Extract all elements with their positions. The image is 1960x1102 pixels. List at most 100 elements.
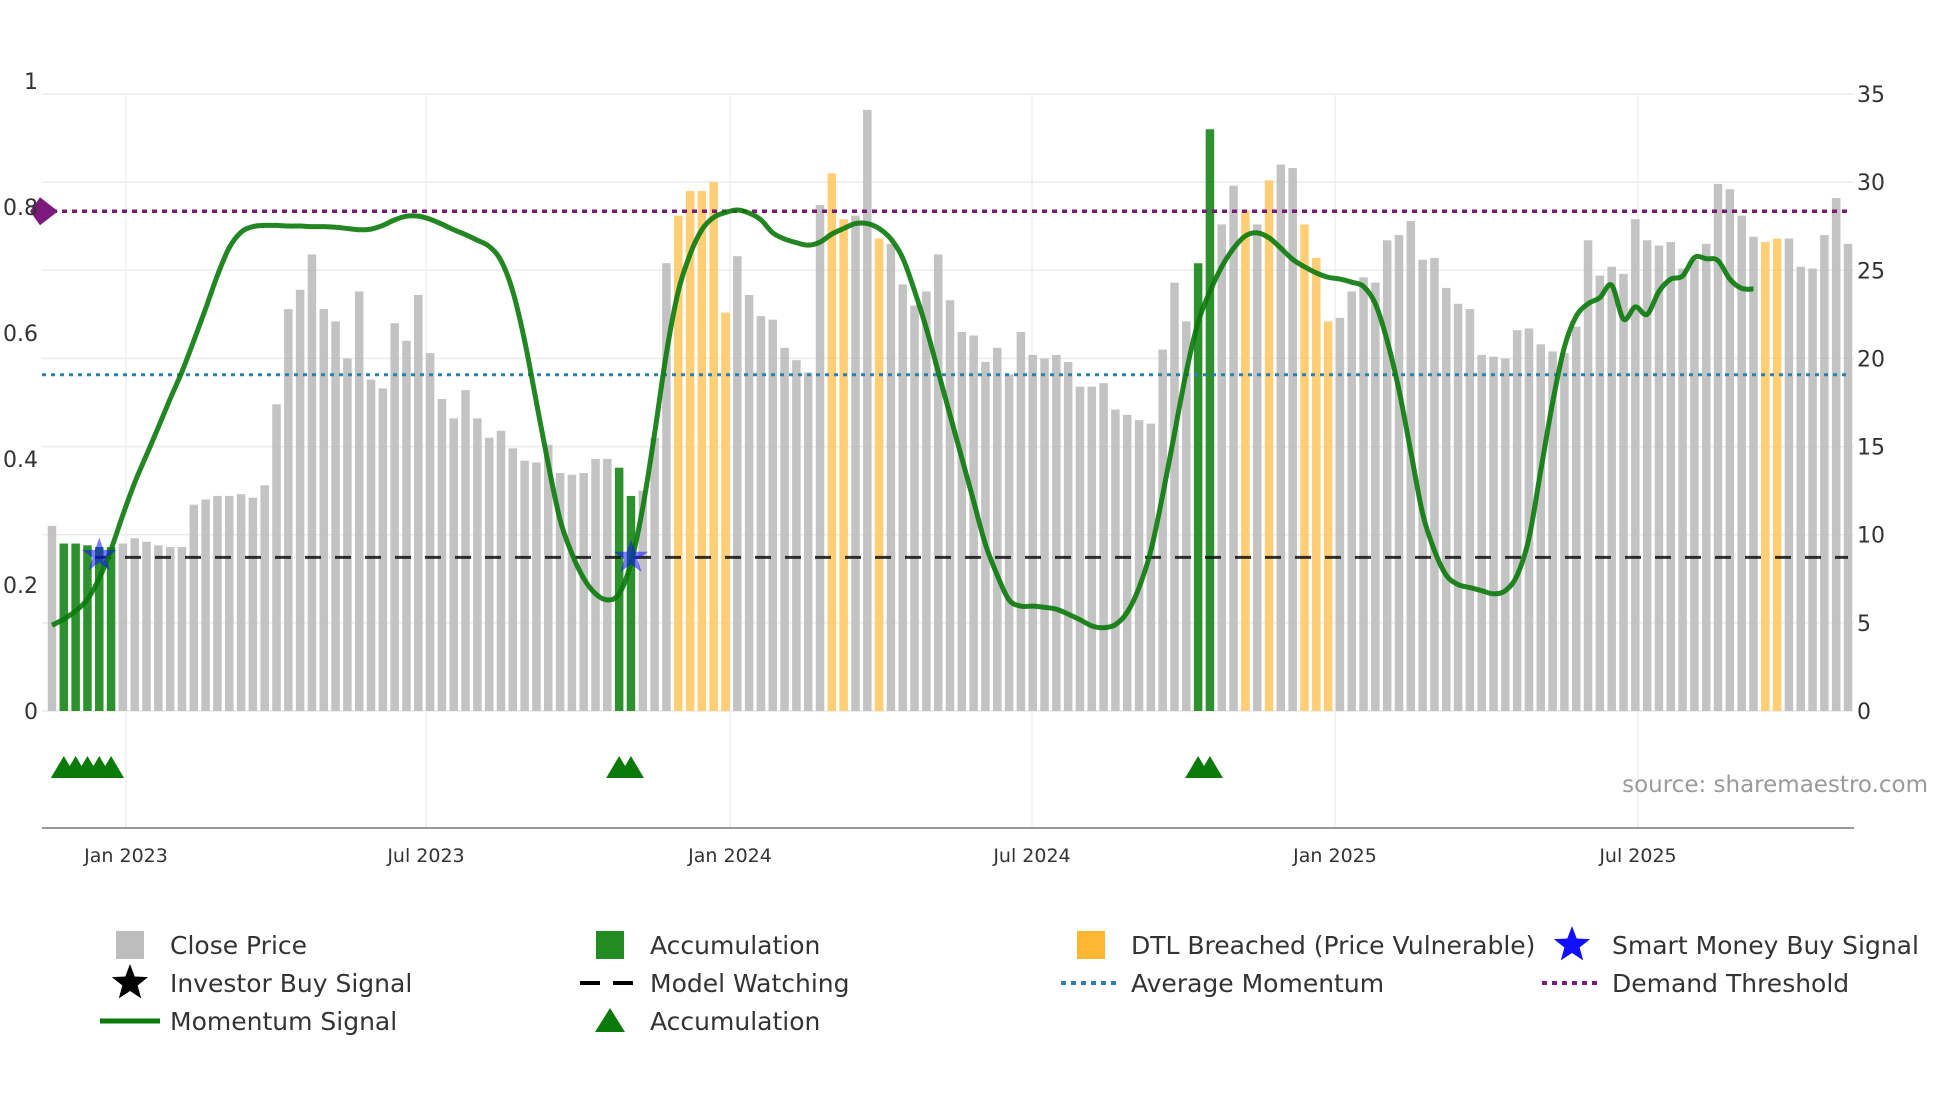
accumulation-bar — [59, 543, 69, 711]
momentum-signal-line — [50, 207, 1754, 631]
right-tick-label: 20 — [1857, 347, 1885, 372]
orange-square-icon — [1077, 931, 1105, 959]
close-price-bar — [579, 473, 588, 711]
close-price-bar — [851, 215, 860, 711]
blue-star-icon — [1553, 926, 1591, 961]
close-price-bar — [898, 284, 907, 711]
legend-item: DTL Breached (Price Vulnerable) — [1077, 931, 1535, 960]
legend-item: Investor Buy Signal — [111, 964, 412, 999]
close-price-bar — [1631, 219, 1640, 712]
x-tick-label: Jul 2025 — [1598, 845, 1676, 867]
close-price-bar — [437, 398, 447, 711]
accumulation-bar — [1205, 129, 1215, 711]
accumulation-triangle-icon — [617, 756, 644, 778]
close-price-bar — [1489, 356, 1498, 711]
close-price-bar — [1394, 235, 1404, 711]
close-price-bar — [165, 547, 175, 711]
close-price-bar — [1536, 344, 1546, 711]
dtl-breached-bar — [839, 219, 848, 712]
close-price-bar — [484, 437, 494, 711]
dtl-breached-bar — [709, 182, 718, 712]
accumulation-bar — [71, 543, 80, 711]
close-price-bar — [744, 294, 754, 711]
smart-money-star-icon — [613, 539, 649, 572]
close-price-bar — [591, 458, 600, 711]
dtl-breached-bar — [1312, 257, 1321, 711]
green-square-icon — [596, 931, 624, 959]
legend-label: Accumulation — [650, 931, 820, 960]
accumulation-triangle-icon — [98, 756, 125, 778]
close-price-bar — [473, 418, 482, 711]
accumulation-triangle-icon — [1196, 756, 1223, 778]
legend-item: Accumulation — [595, 1007, 820, 1036]
close-price-bar — [945, 300, 955, 711]
gray-square-icon — [116, 931, 144, 959]
x-tick-label: Jan 2025 — [1292, 845, 1377, 867]
legend-item: Accumulation — [596, 931, 820, 960]
close-price-bar — [1182, 321, 1191, 711]
close-price-bar — [461, 390, 470, 711]
close-price-bar — [284, 309, 293, 711]
legend-label: Model Watching — [650, 969, 850, 998]
legend-label: Momentum Signal — [170, 1007, 397, 1036]
legend-label: Close Price — [170, 931, 307, 960]
close-price-bar — [1111, 409, 1120, 711]
close-price-bar — [1512, 330, 1522, 711]
close-price-bar — [319, 309, 329, 711]
close-price-bar — [1217, 224, 1227, 712]
close-price-bar — [1099, 383, 1108, 711]
right-tick-label: 35 — [1857, 83, 1885, 108]
close-price-bar — [1335, 317, 1345, 711]
close-price-bar — [1820, 235, 1829, 711]
close-price-bar — [130, 538, 139, 711]
close-price-bar — [189, 504, 199, 711]
left-tick-label: 0.6 — [3, 322, 38, 347]
close-price-bar — [354, 291, 364, 711]
price-bars — [47, 109, 1853, 712]
close-price-bar — [650, 437, 659, 711]
accumulation-bar — [83, 545, 92, 711]
close-price-bar — [1678, 268, 1687, 711]
close-price-bar — [1087, 386, 1097, 711]
close-price-bar — [792, 360, 801, 711]
close-price-bar — [532, 462, 541, 711]
accumulation-bar — [106, 547, 116, 711]
close-price-bar — [1406, 220, 1416, 711]
close-price-bar — [295, 289, 305, 711]
close-price-bar — [1359, 277, 1368, 711]
close-price-bar — [1453, 303, 1463, 711]
close-price-bar — [910, 305, 919, 711]
close-price-bar — [1075, 386, 1085, 711]
dtl-breached-bar — [685, 190, 695, 711]
close-price-bar — [1134, 420, 1144, 711]
x-tick-label: Jan 2023 — [83, 845, 168, 867]
close-price-bar — [1784, 238, 1794, 711]
close-price-bar — [331, 321, 340, 711]
close-price-bar — [933, 254, 943, 712]
close-price-bar — [662, 263, 671, 711]
axes: 0 0.2 0.4 0.6 0.8 1 0 5 10 15 20 25 30 3… — [3, 70, 1928, 867]
close-price-bar — [1158, 349, 1167, 711]
green-triangle-icon — [595, 1008, 625, 1032]
dtl-breached-bar — [673, 215, 683, 711]
accumulation-bar — [95, 547, 104, 711]
close-price-bar — [1252, 224, 1262, 712]
close-price-bar — [1571, 326, 1581, 711]
dtl-breached-bar — [1761, 242, 1770, 711]
left-tick-label: 0.4 — [3, 448, 38, 473]
source-label: source: sharemaestro.com — [1622, 772, 1928, 798]
close-price-bar — [803, 372, 813, 711]
close-price-bar — [1666, 242, 1676, 711]
legend-item: Model Watching — [580, 969, 850, 998]
legend-item: Demand Threshold — [1542, 969, 1849, 998]
close-price-bar — [1737, 215, 1746, 711]
dtl-breached-bar — [1772, 238, 1782, 711]
close-price-bar — [1442, 287, 1451, 711]
demand-threshold-marker — [30, 197, 58, 226]
x-tick-label: Jul 2024 — [992, 845, 1070, 867]
close-price-bar — [1808, 268, 1817, 711]
signal-markers — [50, 537, 1223, 778]
right-tick-label: 5 — [1857, 612, 1871, 637]
left-tick-label: 0 — [24, 700, 38, 725]
